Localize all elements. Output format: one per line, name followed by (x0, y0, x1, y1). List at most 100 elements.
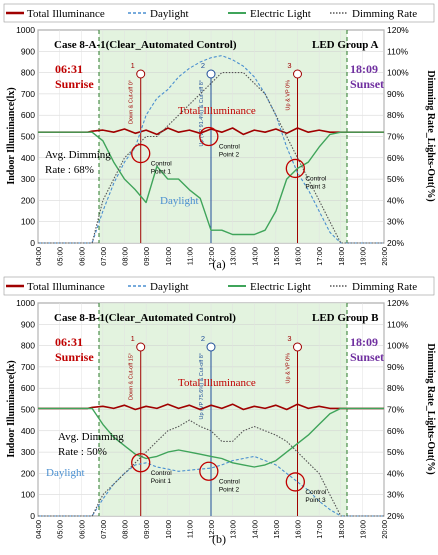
series-dimming-rate (38, 72, 384, 244)
event-number: 2 (201, 61, 205, 70)
legend-label-daylight: Daylight (150, 8, 189, 20)
event-number: 1 (131, 334, 135, 343)
y-right-tick-label: 90% (387, 362, 404, 372)
avg-dimming-line1: Avg. Dimming (58, 431, 124, 443)
y-left-axis-label: Indoor Illuminance(lx) (6, 87, 17, 184)
legend-border (3, 3, 435, 23)
legend-label-dimming: Dimming Rate (352, 8, 417, 20)
x-tick-label: 05:00 (56, 520, 65, 539)
y-left-tick-label: 0 (30, 511, 35, 521)
group-label: LED Group A (312, 39, 378, 51)
y-right-tick-labels: 20% 30% 40% 50% 60% 70% 80% 90% 100% 110% 120% (387, 298, 409, 521)
y-left-tick-label: 200 (21, 468, 35, 478)
y-right-tick-label: 50% (387, 174, 404, 184)
series-total-illuminance (38, 403, 384, 411)
x-tick-label: 20:00 (380, 520, 389, 539)
x-tick-label: 11:00 (185, 247, 194, 265)
series-lines (38, 55, 384, 244)
x-tick-label: 04:00 (34, 520, 43, 539)
y-left-tick-label: 100 (21, 217, 35, 227)
event-number: 1 (131, 61, 135, 70)
x-tick-label: 18:00 (337, 247, 346, 266)
y-right-tick-label: 20% (387, 238, 404, 248)
control-point-label: Point 2 (219, 486, 240, 493)
event-markers: 1 Down & Cut-off 0° 2 Up (VP 91.4%) & Cut-o… (129, 61, 302, 243)
event-text: Up & VP 0% (286, 80, 292, 111)
y-right-tick-label: 60% (387, 153, 404, 163)
x-tick-label: 18:00 (337, 520, 346, 539)
y-right-axis-label: Dimming Rate_Lights-Out(%) (425, 343, 436, 474)
y-left-tick-labels: 0 100 200 300 400 500 600 700 800 900 1000 (16, 25, 35, 248)
y-right-tick-label: 60% (387, 426, 404, 436)
x-tick-label: 04:00 (34, 247, 43, 266)
control-point-label: Control (151, 470, 173, 477)
series-dimming-rate (38, 419, 384, 517)
legend: Total Illuminance Daylight Electric Ligh… (6, 8, 417, 20)
x-tick-label: 17:00 (315, 247, 324, 266)
x-tick-label: 05:00 (56, 247, 65, 266)
sunset-label: Sunset (350, 350, 384, 364)
control-point-circle (199, 461, 219, 481)
legend-label-total: Total Illuminance (27, 8, 105, 20)
sunset-time: 18:09 (350, 62, 378, 76)
x-tick-label: 15:00 (272, 247, 281, 266)
event-number: 2 (201, 334, 205, 343)
y-left-tick-label: 500 (21, 405, 35, 415)
y-right-tick-label: 90% (387, 89, 404, 99)
x-tick-label: 19:00 (358, 247, 367, 266)
x-tick-label: 10:00 (164, 247, 173, 266)
y-left-axis-label: Indoor Illuminance(lx) (6, 360, 17, 457)
legend-label-daylight: Daylight (150, 281, 189, 293)
x-tick-label: 09:00 (142, 520, 151, 539)
event-text: Down & Cut-off 0° (129, 80, 135, 124)
sunset-label: Sunset (350, 77, 384, 91)
control-point-circle (131, 453, 151, 473)
event-circle (136, 69, 146, 79)
y-left-tick-label: 300 (21, 447, 35, 457)
x-tick-label: 16:00 (294, 520, 303, 539)
y-right-tick-labels: 20% 30% 40% 50% 60% 70% 80% 90% 100% 110% 120% (387, 25, 409, 248)
y-right-tick-label: 80% (387, 110, 404, 120)
control-point-circle (131, 143, 151, 164)
y-left-tick-label: 300 (21, 174, 35, 184)
x-tick-label: 19:00 (358, 520, 367, 539)
group-label: LED Group B (312, 312, 379, 324)
panel-b: Total Illuminance Daylight Electric Ligh… (3, 276, 436, 546)
chart-title: Case 8-B-1(Clear_Automated Control) (54, 312, 236, 324)
panel-caption: (a) (212, 257, 225, 271)
x-tick-label: 16:00 (294, 247, 303, 266)
y-left-tick-label: 800 (21, 341, 35, 351)
control-point-circle (285, 158, 305, 179)
x-tick-label: 15:00 (272, 520, 281, 539)
x-tick-label: 06:00 (77, 520, 86, 539)
y-right-tick-label: 40% (387, 195, 404, 205)
legend: Total Illuminance Daylight Electric Ligh… (6, 281, 417, 293)
y-right-tick-label: 30% (387, 490, 404, 500)
series-daylight (38, 455, 384, 517)
total-illuminance-annotation: Total Illuminance (178, 105, 256, 117)
event-circle (293, 69, 302, 79)
event-number: 3 (287, 61, 291, 70)
event-text: Up & VP 0% (286, 353, 292, 384)
control-point-label: Point 1 (151, 478, 172, 485)
series-daylight (38, 55, 384, 244)
control-point-label: Point 3 (305, 183, 326, 190)
y-right-tick-label: 110% (387, 46, 409, 56)
x-tick-label: 13:00 (229, 247, 238, 266)
series-total-illuminance (38, 127, 384, 136)
control-point-circle (199, 126, 219, 147)
control-point-circle (285, 472, 305, 492)
sunrise-label: Sunrise (55, 77, 94, 91)
series-electric-light (38, 131, 384, 236)
y-left-tick-label: 100 (21, 490, 35, 500)
y-right-tick-label: 40% (387, 468, 404, 478)
x-tick-label: 09:00 (142, 247, 151, 266)
sunrise-label: Sunrise (55, 350, 94, 364)
x-tick-label: 17:00 (315, 520, 324, 539)
total-illuminance-annotation: Total Illuminance (178, 377, 256, 389)
y-left-tick-label: 700 (21, 89, 35, 99)
legend-label-electric: Electric Light (250, 281, 311, 293)
control-point-label: Control (219, 478, 241, 485)
sunrise-time: 06:31 (55, 62, 83, 76)
